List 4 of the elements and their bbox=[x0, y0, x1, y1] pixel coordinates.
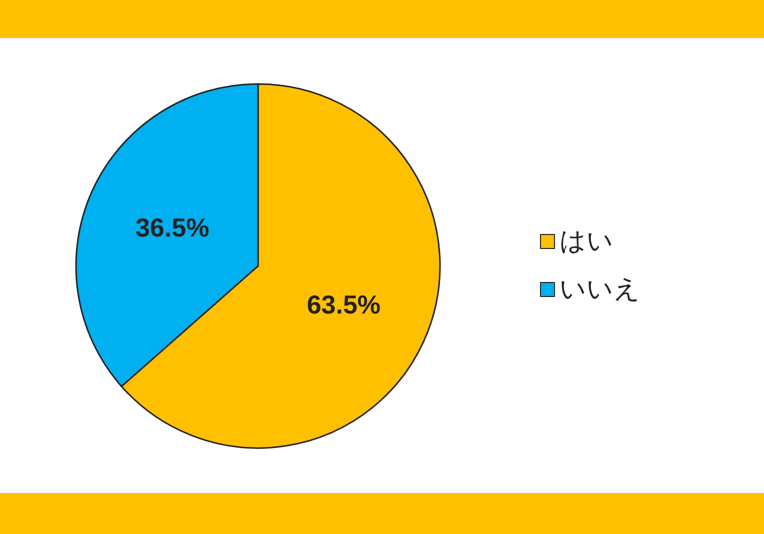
data-label: 36.5% bbox=[135, 212, 210, 242]
data-label: 63.5% bbox=[306, 290, 381, 320]
legend-label: はい bbox=[560, 226, 614, 256]
legend-label: いいえ bbox=[560, 274, 640, 304]
